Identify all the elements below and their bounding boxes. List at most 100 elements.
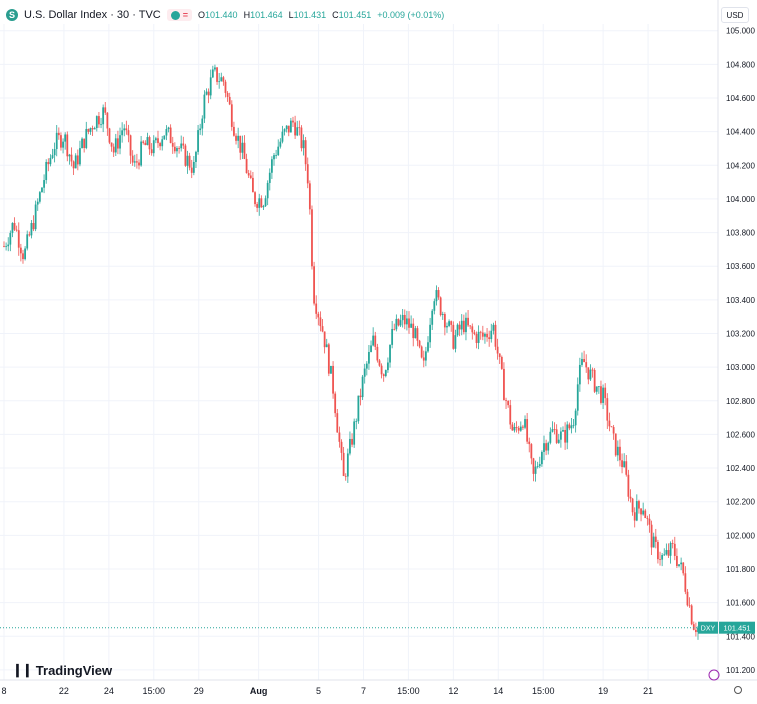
candle-body	[159, 143, 161, 147]
price-tick-label: 104.600	[726, 94, 755, 103]
candle-body	[553, 429, 556, 430]
candle-body	[654, 536, 657, 542]
candle-body	[142, 141, 145, 143]
candle-body	[370, 345, 372, 352]
candle-body	[357, 395, 360, 422]
candle-body	[89, 128, 92, 132]
price-tick-label: 102.600	[726, 430, 755, 439]
candle-body	[298, 127, 301, 129]
candle-body	[154, 138, 157, 141]
last-price-label: 101.451	[723, 624, 750, 633]
symbol-title[interactable]: U.S. Dollar Index · 30 · TVC	[24, 9, 161, 21]
time-tick-label: 29	[194, 686, 204, 696]
candle-body	[296, 127, 299, 136]
candle-body	[349, 438, 351, 454]
candle-body	[279, 141, 282, 147]
time-tick-label: 15:00	[397, 686, 420, 696]
candle-body	[150, 149, 153, 154]
candle-body	[313, 266, 315, 304]
candle-body	[435, 290, 438, 302]
candle-body	[452, 324, 455, 349]
time-tick-label: 22	[59, 686, 69, 696]
price-tick-label: 102.000	[726, 531, 755, 540]
candle-body	[315, 303, 318, 314]
candle-body	[192, 161, 195, 173]
candle-body	[283, 129, 286, 132]
candle-body	[380, 365, 383, 375]
candle-body	[574, 410, 577, 426]
candle-body	[121, 130, 124, 136]
candle-body	[503, 368, 505, 401]
candle-body	[26, 234, 29, 249]
candle-body	[538, 464, 541, 467]
candle-body	[30, 223, 33, 236]
price-tick-label: 102.800	[726, 397, 755, 406]
currency-button[interactable]: USD	[721, 7, 749, 23]
candle-body	[427, 342, 429, 352]
candle-body	[505, 400, 507, 401]
candle-body	[692, 624, 695, 630]
candle-body	[597, 386, 600, 388]
candle-body	[260, 198, 263, 208]
candle-body	[625, 461, 628, 475]
price-tick-label: 103.200	[726, 329, 755, 338]
candle-body	[389, 344, 391, 363]
candle-body	[195, 151, 197, 162]
candle-body	[511, 424, 514, 431]
candle-body	[302, 140, 305, 149]
candle-body	[494, 324, 497, 347]
candle-body	[51, 155, 54, 158]
candle-body	[631, 498, 634, 513]
candle-body	[353, 421, 356, 445]
time-tick-label: 12	[448, 686, 458, 696]
symbol-icon[interactable]: S	[6, 9, 18, 21]
candle-body	[471, 326, 474, 333]
candle-body	[110, 142, 113, 147]
candle-body	[334, 393, 337, 414]
candle-body	[224, 81, 227, 93]
candle-body	[555, 429, 558, 443]
candle-body	[559, 431, 562, 440]
candle-body	[270, 159, 273, 173]
candle-body	[5, 246, 8, 248]
candle-body	[578, 364, 581, 385]
candle-body	[416, 328, 419, 341]
candle-body	[95, 116, 98, 129]
candle-body	[437, 290, 440, 298]
candle-body	[197, 130, 199, 152]
candle-body	[581, 359, 583, 365]
candle-body	[629, 496, 632, 499]
candle-body	[281, 131, 284, 142]
candle-body	[131, 155, 134, 163]
candle-body	[256, 204, 259, 208]
candle-body	[38, 192, 41, 202]
candle-body	[530, 444, 533, 459]
ohlc-low: L101.431	[288, 10, 327, 20]
candle-body	[287, 125, 290, 133]
status-badges[interactable]: =	[166, 9, 192, 21]
candle-body	[330, 365, 332, 374]
candle-body	[218, 81, 221, 83]
candle-body	[85, 128, 88, 148]
candle-body	[673, 543, 676, 556]
symbol-label: DXY	[701, 626, 716, 633]
candle-body	[604, 387, 607, 399]
candle-body	[496, 346, 499, 354]
candle-body	[532, 458, 535, 474]
candle-body	[657, 541, 659, 560]
candle-body	[682, 562, 685, 574]
event-marker-icon	[708, 669, 720, 681]
candle-body	[602, 387, 604, 403]
candle-body	[595, 386, 598, 392]
candle-body	[98, 116, 100, 125]
price-tick-label: 103.600	[726, 262, 755, 271]
candle-body	[327, 344, 330, 374]
price-tick-label: 104.800	[726, 60, 755, 69]
candle-body	[119, 135, 121, 149]
candle-body	[226, 92, 229, 97]
candle-body	[551, 429, 554, 432]
candle-body	[321, 326, 324, 332]
candle-body	[254, 192, 256, 205]
candle-body	[199, 128, 202, 131]
